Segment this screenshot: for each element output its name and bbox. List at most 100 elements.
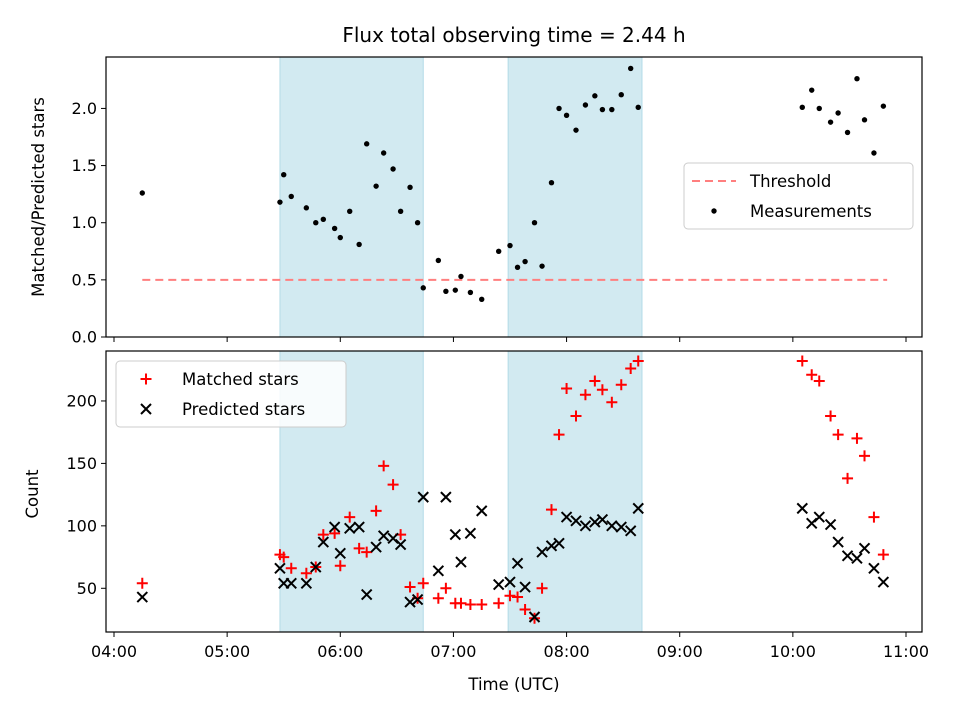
predicted-star-point [606,520,618,532]
measurement-point [835,110,841,116]
predicted-star-point [136,591,148,603]
measurement-point [467,289,474,296]
predicted-star-point [455,556,467,568]
measurement-point [844,129,851,136]
predicted-star-point [449,528,462,541]
predicted-star-point [796,502,808,515]
predicted-star-point [824,518,837,531]
bottom-y-axis-label: Count [23,469,42,519]
bottom-panel: Count Time (UTC) 50 100 150 200 04:00 05:00 06… [23,350,929,694]
predicted-star-point [476,505,488,517]
matched-star-point [278,551,290,563]
measurement-point [871,150,877,156]
x-tick-label: 05:00 [204,642,250,661]
predicted-star-point [570,515,582,527]
top-axis-ticks: 0.0 0.5 1.0 1.5 2.0 [72,99,907,347]
shaded-interval-2 [507,350,643,633]
predicted-star-point [560,511,573,523]
measurement-point [880,103,887,109]
legend-label: Measurements [750,202,872,221]
predicted-star-point [432,565,445,577]
matched-star-point [615,379,627,391]
bottom-axis-ticks: 50 100 150 200 04:00 05:00 06:00 07:00 08:00 09:0… [66,391,929,661]
predicted-star-point [851,552,863,565]
predicted-star-point [832,536,844,548]
top-panel: Flux total observing time = 2.44 h Match… [29,23,923,347]
matched-star-point [512,591,524,603]
x-tick-label: 07:00 [430,642,476,661]
x-tick-label: 08:00 [544,642,590,661]
x-tick-label: 04:00 [91,642,137,661]
top-y-axis-label: Matched/Predicted stars [29,97,48,297]
predicted-star-point [504,576,516,588]
bottom-axes-frame [105,350,923,633]
matched-star-point [536,582,548,594]
predicted-star-point [868,562,880,575]
predicted-star-point [328,521,341,533]
matched-star-point [504,590,516,602]
matched-star-point [806,369,818,381]
matched-star-point [519,604,531,616]
predicted-star-point [353,521,365,533]
measurement-point [331,225,338,232]
predicted-star-point [589,516,601,528]
predicted-star-point [858,542,871,555]
measurement-point [277,199,283,205]
measurement-point [337,234,343,241]
matched-star-point [353,542,365,554]
predicted-star-point [519,581,531,593]
x-tick-label: 11:00 [883,642,929,661]
measurement-point [373,183,379,189]
legend-box [683,162,914,230]
measurement-point [281,172,287,178]
legend-label: Matched stars [182,370,299,389]
predicted-star-point [624,525,637,537]
predicted-star-point [813,511,825,523]
predicted-star-point [596,513,609,526]
x-tick-label: 09:00 [657,642,703,661]
predicted-star-point [553,537,565,550]
matched-star-point [868,511,880,523]
predicted-star-point [370,541,382,553]
predicted-star-point [377,530,390,542]
measurement-point [827,119,834,125]
matched-star-point [796,355,808,367]
measurement-point [313,220,319,226]
matched-star-point [404,581,416,593]
matched-star-point [825,410,837,422]
measurement-point [479,296,485,302]
measurement-point [495,248,502,254]
measurement-point [539,263,545,269]
matched-star-point [606,396,618,408]
x-tick-label: 06:00 [317,642,363,661]
predicted-star-point [411,593,424,606]
matched-star-point [334,560,346,572]
predicted-star-point [285,577,297,590]
matched-star-point [570,410,582,422]
measurement-point [592,93,598,99]
measurement-point [599,106,606,113]
measurement-point [288,193,294,200]
measurement-point [809,87,815,93]
matched-star-point [832,429,844,441]
predicted-star-point [579,520,592,532]
predicted-star-point [528,611,541,623]
measurement-point [816,105,822,112]
matched-star-point [877,549,889,561]
predicted-star-point [492,578,505,591]
measurement-point [420,285,426,291]
matched-star-point [632,355,644,367]
measurement-point [507,242,513,249]
predicted-star-point [344,522,356,535]
matched-star-point [417,577,429,589]
y-tick-label: 0.5 [72,270,97,289]
predicted-star-point [300,577,313,590]
predicted-star-point [274,562,286,575]
top-axes-frame [105,56,923,338]
measurement-point [380,150,387,156]
shaded-interval-2 [507,56,643,338]
predicted-star-point [440,491,452,503]
legend-predicted-swatch [140,403,152,415]
matched-star-point [370,505,382,517]
